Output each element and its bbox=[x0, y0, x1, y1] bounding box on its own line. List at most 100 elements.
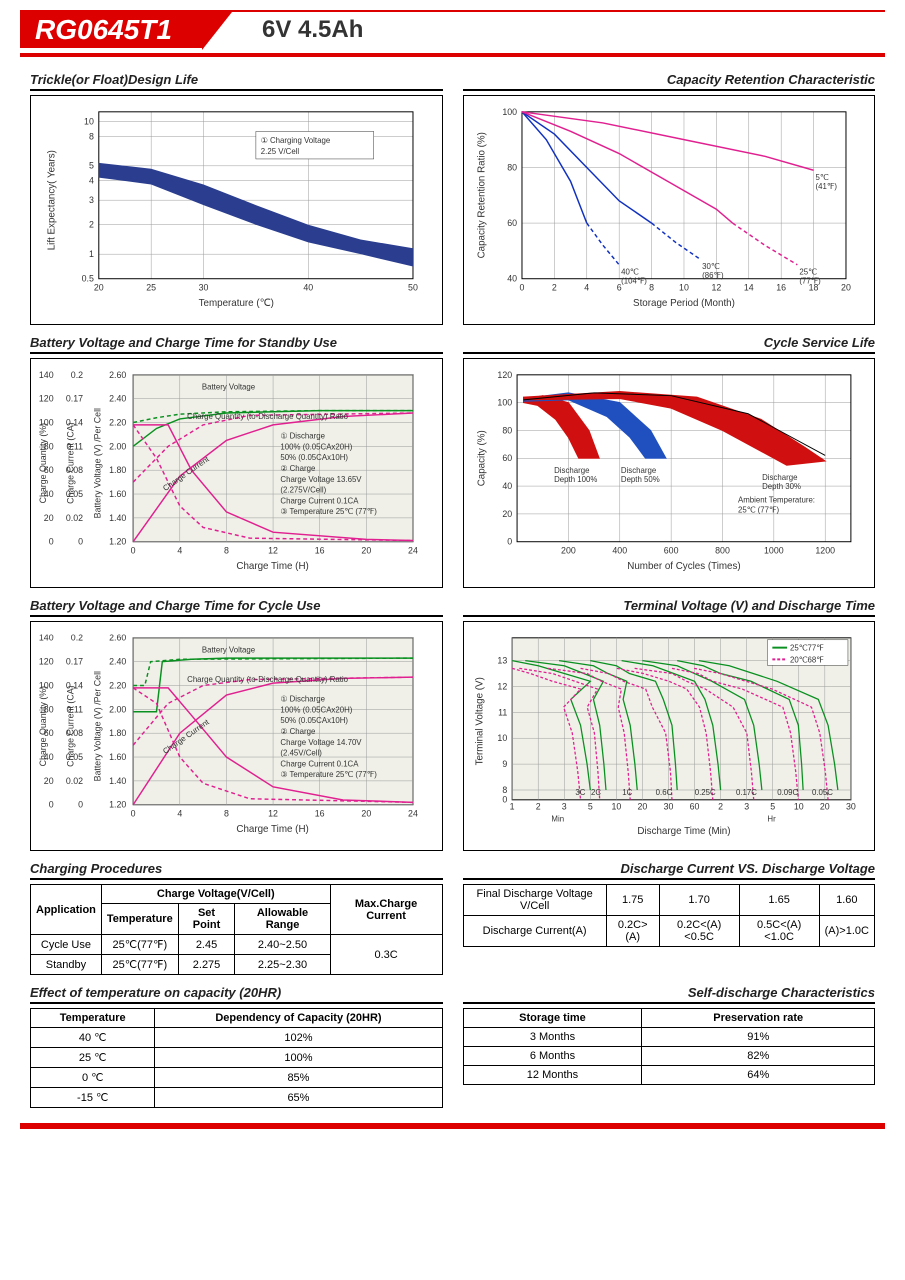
table4-title: Self-discharge Characteristics bbox=[463, 985, 876, 1004]
svg-text:12: 12 bbox=[711, 283, 721, 293]
svg-text:3: 3 bbox=[744, 802, 749, 812]
svg-text:1.60: 1.60 bbox=[109, 489, 126, 499]
spec-text: 6V 4.5Ah bbox=[262, 16, 363, 44]
svg-text:2: 2 bbox=[551, 283, 556, 293]
svg-text:5: 5 bbox=[89, 161, 94, 171]
svg-text:Charge Quantity (%): Charge Quantity (%) bbox=[38, 423, 48, 504]
svg-text:40: 40 bbox=[502, 481, 512, 491]
svg-text:0.5: 0.5 bbox=[82, 274, 94, 284]
svg-text:Capacity (%): Capacity (%) bbox=[476, 430, 487, 486]
section-self-discharge: Self-discharge Characteristics Storage t… bbox=[463, 985, 876, 1108]
svg-text:① Charging Voltage: ① Charging Voltage bbox=[261, 136, 331, 145]
svg-text:40: 40 bbox=[507, 274, 517, 284]
svg-text:③ Temperature 25℃ (77℉): ③ Temperature 25℃ (77℉) bbox=[280, 770, 377, 779]
svg-text:20: 20 bbox=[44, 776, 54, 786]
svg-text:① Discharge: ① Discharge bbox=[280, 695, 325, 704]
svg-text:1.40: 1.40 bbox=[109, 513, 126, 523]
svg-text:1: 1 bbox=[89, 249, 94, 259]
svg-text:3: 3 bbox=[561, 802, 566, 812]
svg-text:1C: 1C bbox=[622, 788, 632, 797]
svg-text:24: 24 bbox=[408, 809, 418, 819]
svg-text:1.60: 1.60 bbox=[109, 752, 126, 762]
svg-text:8: 8 bbox=[224, 809, 229, 819]
svg-text:0.02: 0.02 bbox=[66, 513, 83, 523]
svg-text:0: 0 bbox=[519, 283, 524, 293]
svg-text:Charge Current (CA): Charge Current (CA) bbox=[65, 685, 75, 767]
svg-text:2.20: 2.20 bbox=[109, 417, 126, 427]
svg-text:20: 20 bbox=[637, 802, 647, 812]
header-underline bbox=[20, 53, 885, 57]
svg-text:0: 0 bbox=[502, 795, 507, 805]
svg-text:60: 60 bbox=[507, 218, 517, 228]
svg-text:100% (0.05CAx20H): 100% (0.05CAx20H) bbox=[280, 442, 352, 451]
table2-title: Discharge Current VS. Discharge Voltage bbox=[463, 861, 876, 880]
svg-text:12: 12 bbox=[497, 681, 507, 691]
svg-text:8: 8 bbox=[502, 785, 507, 795]
section-trickle-life: Trickle(or Float)Design Life 20253040500… bbox=[30, 72, 443, 325]
svg-text:30: 30 bbox=[663, 802, 673, 812]
svg-text:Battery Voltage (V) /Per Cell: Battery Voltage (V) /Per Cell bbox=[93, 671, 103, 781]
svg-text:100: 100 bbox=[497, 398, 512, 408]
svg-text:4: 4 bbox=[177, 809, 182, 819]
svg-text:(2.275V/Cell): (2.275V/Cell) bbox=[280, 486, 326, 495]
svg-text:2.25 V/Cell: 2.25 V/Cell bbox=[261, 147, 300, 156]
svg-text:140: 140 bbox=[39, 633, 54, 643]
svg-text:0.2: 0.2 bbox=[71, 370, 83, 380]
svg-text:2.60: 2.60 bbox=[109, 633, 126, 643]
svg-text:(104℉): (104℉) bbox=[621, 276, 647, 285]
svg-text:25: 25 bbox=[146, 283, 156, 293]
svg-text:2.40: 2.40 bbox=[109, 657, 126, 667]
svg-text:8: 8 bbox=[89, 131, 94, 141]
svg-text:3C: 3C bbox=[575, 788, 585, 797]
svg-text:Charge Time (H): Charge Time (H) bbox=[236, 824, 308, 835]
svg-text:1.20: 1.20 bbox=[109, 800, 126, 810]
svg-text:11: 11 bbox=[498, 707, 507, 717]
svg-text:400: 400 bbox=[612, 546, 627, 556]
section-charging-proc: Charging Procedures ApplicationCharge Vo… bbox=[30, 861, 443, 975]
chart4-title: Cycle Service Life bbox=[463, 335, 876, 354]
svg-text:10: 10 bbox=[497, 733, 507, 743]
svg-text:20: 20 bbox=[94, 283, 104, 293]
section-capacity-retention: Capacity Retention Characteristic 024681… bbox=[463, 72, 876, 325]
table3-title: Effect of temperature on capacity (20HR) bbox=[30, 985, 443, 1004]
svg-text:4: 4 bbox=[584, 283, 589, 293]
chart2-title: Capacity Retention Characteristic bbox=[463, 72, 876, 91]
svg-text:0: 0 bbox=[49, 537, 54, 547]
section-cycle-life: Cycle Service Life 200400600800100012000… bbox=[463, 335, 876, 588]
svg-text:2C: 2C bbox=[591, 788, 601, 797]
svg-text:2.40: 2.40 bbox=[109, 394, 126, 404]
svg-text:50% (0.05CAx10H): 50% (0.05CAx10H) bbox=[280, 716, 348, 725]
svg-text:8: 8 bbox=[649, 283, 654, 293]
svg-text:16: 16 bbox=[315, 809, 325, 819]
svg-text:200: 200 bbox=[561, 546, 576, 556]
svg-text:5: 5 bbox=[587, 802, 592, 812]
svg-text:1.40: 1.40 bbox=[109, 776, 126, 786]
svg-text:Battery Voltage: Battery Voltage bbox=[202, 383, 256, 392]
svg-text:Charge Voltage 13.65V: Charge Voltage 13.65V bbox=[280, 475, 362, 484]
chart3-title: Battery Voltage and Charge Time for Stan… bbox=[30, 335, 443, 354]
svg-text:100: 100 bbox=[502, 107, 517, 117]
table1-title: Charging Procedures bbox=[30, 861, 443, 880]
table2: Final Discharge Voltage V/Cell1.751.701.… bbox=[463, 884, 876, 947]
svg-text:20: 20 bbox=[361, 546, 371, 556]
section-temp-capacity: Effect of temperature on capacity (20HR)… bbox=[30, 985, 443, 1108]
svg-text:① Discharge: ① Discharge bbox=[280, 432, 325, 441]
svg-text:80: 80 bbox=[502, 425, 512, 435]
svg-text:Charge Time (H): Charge Time (H) bbox=[236, 561, 308, 572]
svg-text:Battery Voltage: Battery Voltage bbox=[202, 646, 256, 655]
svg-text:800: 800 bbox=[715, 546, 730, 556]
svg-text:(77℉): (77℉) bbox=[799, 276, 821, 285]
chart6-box: 89101112130123510203060235102030MinHr3C2… bbox=[463, 621, 876, 851]
chart1-box: 20253040500.512345810Temperature (℃)Lift… bbox=[30, 95, 443, 325]
header: RG0645T1 6V 4.5Ah bbox=[20, 10, 885, 48]
svg-text:0: 0 bbox=[131, 546, 136, 556]
svg-text:5℃: 5℃ bbox=[815, 173, 828, 182]
svg-text:Charge Voltage 14.70V: Charge Voltage 14.70V bbox=[280, 738, 362, 747]
svg-text:Discharge: Discharge bbox=[762, 473, 798, 482]
svg-text:Discharge Time (Min): Discharge Time (Min) bbox=[637, 826, 730, 837]
svg-text:Min: Min bbox=[551, 814, 564, 823]
svg-text:Charge Current 0.1CA: Charge Current 0.1CA bbox=[280, 496, 359, 505]
svg-text:Depth 50%: Depth 50% bbox=[620, 475, 659, 484]
svg-text:1.80: 1.80 bbox=[109, 728, 126, 738]
svg-text:0.17: 0.17 bbox=[66, 657, 83, 667]
